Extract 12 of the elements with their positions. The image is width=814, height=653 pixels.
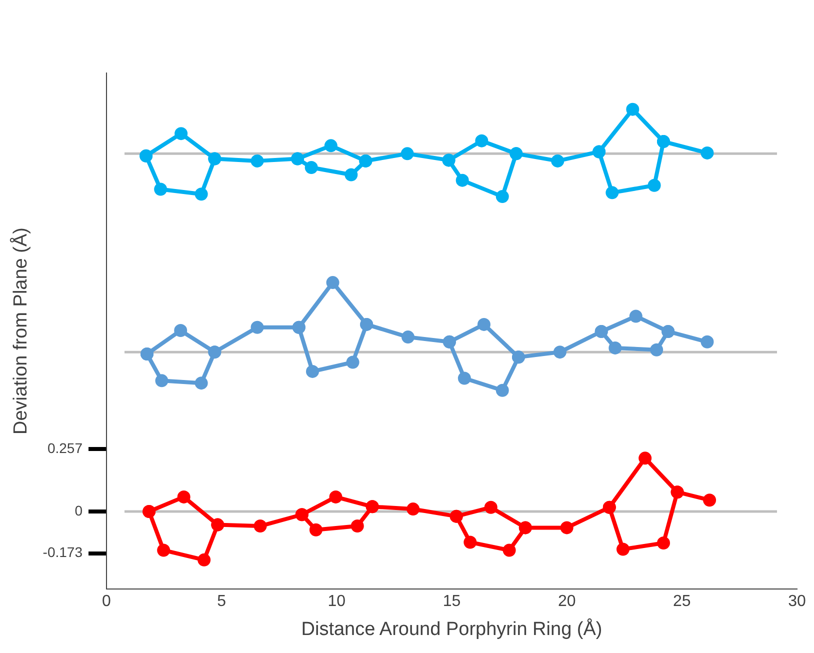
x-tick-label: 15 — [442, 593, 461, 610]
x-tick-label: 25 — [673, 593, 691, 610]
y-axis-title: Deviation from Plane (Å) — [10, 228, 32, 434]
x-tick-label: 30 — [788, 593, 806, 610]
x-tick-label: 20 — [558, 593, 576, 610]
x-tick-label: 5 — [217, 593, 226, 610]
x-tick-label: 10 — [328, 593, 346, 610]
y-tick-label: 0.257 — [47, 440, 83, 456]
x-axis-title: Distance Around Porphyrin Ring (Å) — [301, 618, 602, 640]
x-tick-label: 0 — [102, 593, 112, 610]
y-tick-label: 0 — [74, 502, 83, 518]
y-tick-label: -0.173 — [42, 544, 83, 560]
